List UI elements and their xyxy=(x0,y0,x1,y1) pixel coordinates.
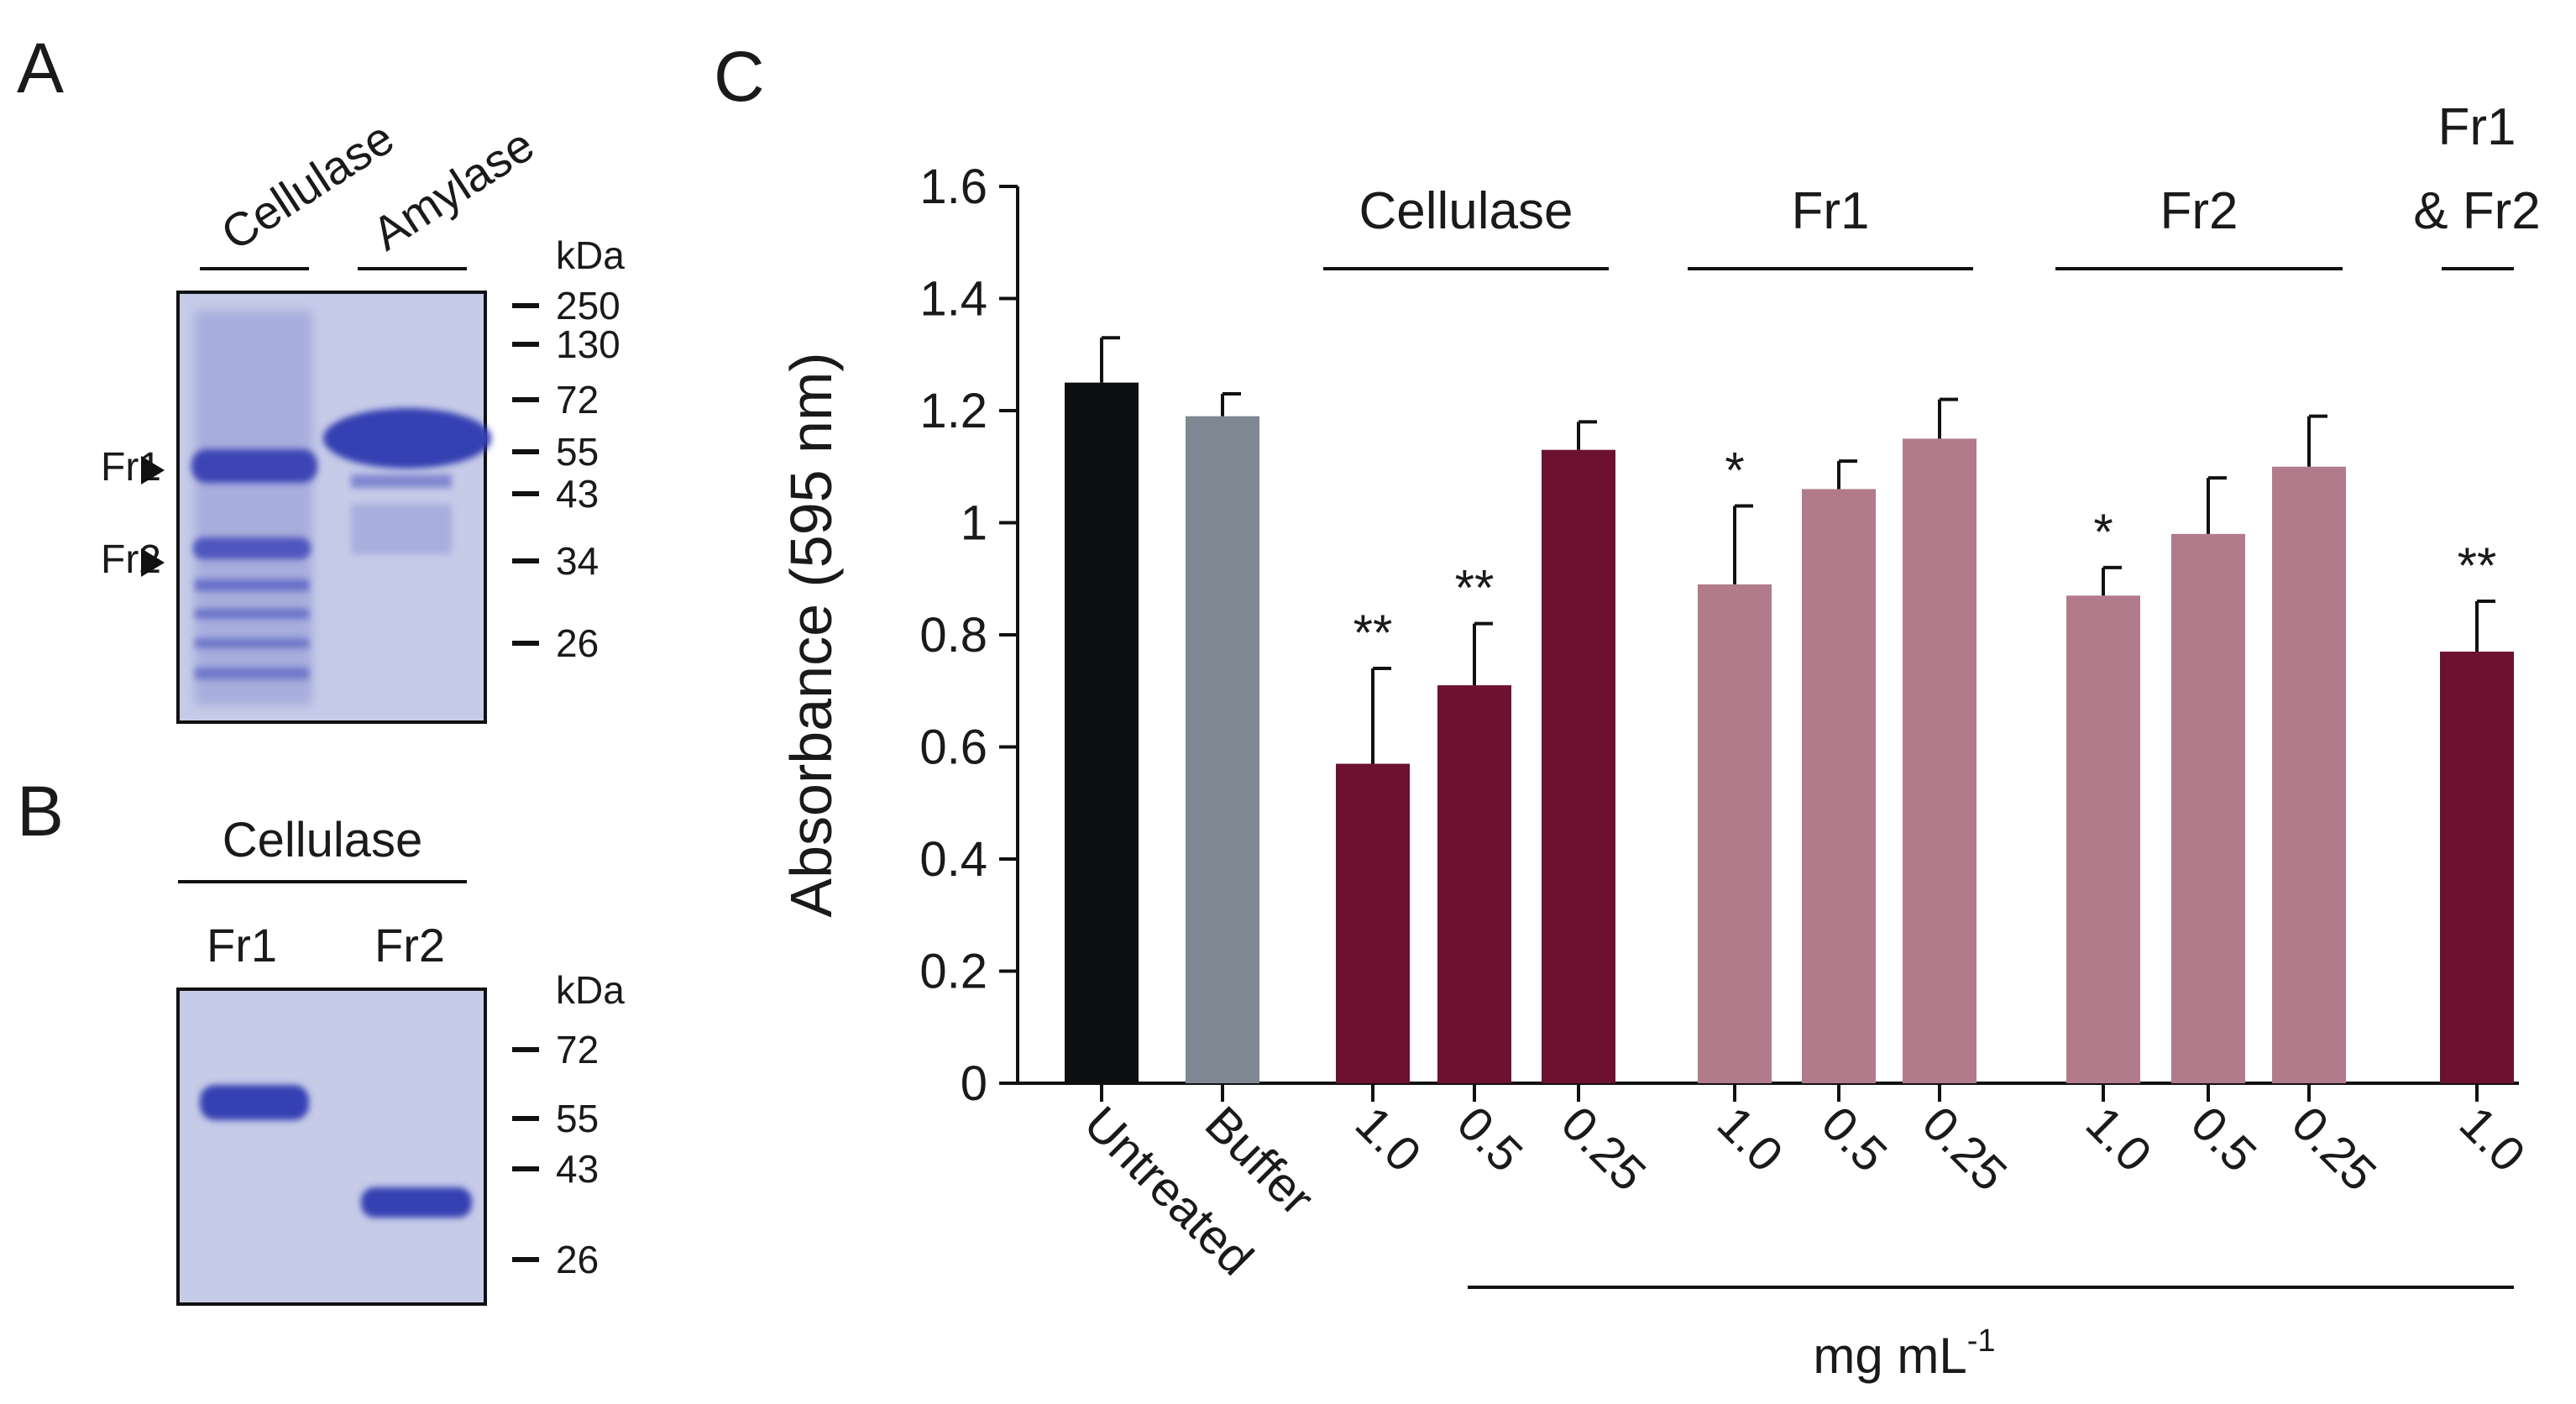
panel-c-letter: C xyxy=(714,37,765,116)
y-tick-label: 1.6 xyxy=(919,160,987,214)
group-label: Fr2 xyxy=(2160,182,2238,240)
marker-label: 43 xyxy=(556,472,599,516)
marker-label: 34 xyxy=(556,539,599,583)
gel-a-band-amylase xyxy=(323,408,491,469)
x-axis-unit-text: mg mL xyxy=(1813,1328,1966,1384)
panel-a: A Cellulase Amylase Fr1 Fr2 kDa 250 xyxy=(17,29,625,724)
x-tick-label: 0.5 xyxy=(1811,1096,1898,1182)
lane-label-cellulase: Cellulase xyxy=(212,111,402,260)
significance-marker: ** xyxy=(2458,537,2497,594)
x-tick-label: 1.0 xyxy=(1707,1096,1793,1182)
x-tick-label: 1.0 xyxy=(2449,1096,2536,1182)
lane-label-fr1: Fr1 xyxy=(207,919,277,972)
significance-marker: * xyxy=(2093,504,2113,560)
y-tick-label: 0.6 xyxy=(919,720,987,775)
gel-a-band-minor xyxy=(195,609,309,619)
marker-label: 250 xyxy=(556,284,620,327)
x-tick-label: 0.25 xyxy=(1912,1096,2018,1202)
panel-c: C 0 0.2 0.4 0.6 0.8 1 1.2 1.4 1.6 Absorbance (595… xyxy=(714,37,2541,1384)
lane-label-fr2: Fr2 xyxy=(374,919,445,972)
kda-label-a: kDa xyxy=(556,233,625,277)
x-tick-label: 0.5 xyxy=(1447,1096,1533,1182)
marker-ladder-b: 72 55 43 26 xyxy=(512,1028,599,1281)
bar xyxy=(1336,763,1410,1083)
gel-a-band-minor xyxy=(351,474,452,488)
marker-label: 43 xyxy=(556,1147,599,1191)
marker-label: 72 xyxy=(556,378,599,422)
panel-b-title: Cellulase xyxy=(223,813,423,867)
y-tick-label: 0.4 xyxy=(919,832,987,887)
x-tick-label: 0.25 xyxy=(1551,1096,1657,1202)
x-axis-unit-label: mg mL-1 xyxy=(1813,1323,1995,1384)
x-axis-unit-superscript: -1 xyxy=(1967,1323,1996,1359)
gel-b-frame xyxy=(176,988,487,1306)
marker-label: 72 xyxy=(556,1028,599,1071)
bar xyxy=(1542,449,1615,1083)
marker-label: 55 xyxy=(556,430,599,474)
bar xyxy=(1437,685,1511,1083)
y-tick-label: 1.2 xyxy=(919,384,987,438)
gel-a-band-minor xyxy=(195,579,309,591)
gel-a-band-fr2 xyxy=(193,537,311,559)
bar xyxy=(1698,584,1772,1083)
y-tick-label: 1.4 xyxy=(919,272,987,327)
bar xyxy=(1802,489,1876,1083)
bar xyxy=(1186,416,1259,1083)
bar xyxy=(2171,533,2245,1083)
bar xyxy=(1065,382,1139,1083)
arrow-fr1-icon xyxy=(141,456,165,485)
bar-chart: 0 0.2 0.4 0.6 0.8 1 1.2 1.4 1.6 Absorbance (595 n… xyxy=(778,98,2541,1384)
x-tick-label: 0.5 xyxy=(2181,1096,2267,1182)
gel-a-band-fr1 xyxy=(191,449,317,483)
bar xyxy=(1903,438,1977,1083)
gel-a-band-minor xyxy=(351,504,452,554)
bar xyxy=(2066,595,2140,1083)
group-label: Fr1 xyxy=(1792,182,1870,240)
x-tick-label: 0.25 xyxy=(2281,1096,2387,1202)
significance-marker: ** xyxy=(1353,605,1393,661)
y-tick-label: 1 xyxy=(961,496,987,551)
significance-marker: ** xyxy=(1455,560,1495,616)
arrow-fr2-icon xyxy=(141,548,165,577)
panel-b: B Cellulase Fr1 Fr2 kDa 72 55 43 26 xyxy=(17,772,625,1306)
x-tick-label: 1.0 xyxy=(1345,1096,1432,1182)
gel-a-band-minor xyxy=(195,638,309,648)
marker-label: 26 xyxy=(556,1238,599,1281)
y-axis-label: Absorbance (595 nm) xyxy=(778,352,844,917)
x-tick-label: 1.0 xyxy=(2076,1096,2162,1182)
bar xyxy=(2272,466,2346,1083)
y-tick-label: 0.2 xyxy=(919,945,987,999)
y-tick-label: 0 xyxy=(961,1056,987,1111)
gel-a xyxy=(176,291,491,724)
marker-label: 130 xyxy=(556,322,620,366)
gel-b xyxy=(176,988,487,1306)
marker-label: 55 xyxy=(556,1097,599,1140)
marker-ladder-a: 250 130 72 55 43 34 26 xyxy=(512,284,620,665)
bar xyxy=(2440,652,2514,1083)
group-label: Cellulase xyxy=(1359,182,1573,240)
panel-a-letter: A xyxy=(17,29,64,107)
kda-label-b: kDa xyxy=(556,968,625,1012)
group-label: Fr1 xyxy=(2438,98,2516,156)
panel-b-letter: B xyxy=(17,772,64,851)
y-tick-label: 0.8 xyxy=(919,608,987,663)
marker-label: 26 xyxy=(556,621,599,665)
gel-b-band-fr1 xyxy=(200,1085,309,1120)
significance-marker: * xyxy=(1725,442,1744,498)
gel-b-band-fr2 xyxy=(361,1187,472,1218)
gel-a-band-minor xyxy=(195,668,309,679)
group-label-line2: & Fr2 xyxy=(2413,182,2541,240)
